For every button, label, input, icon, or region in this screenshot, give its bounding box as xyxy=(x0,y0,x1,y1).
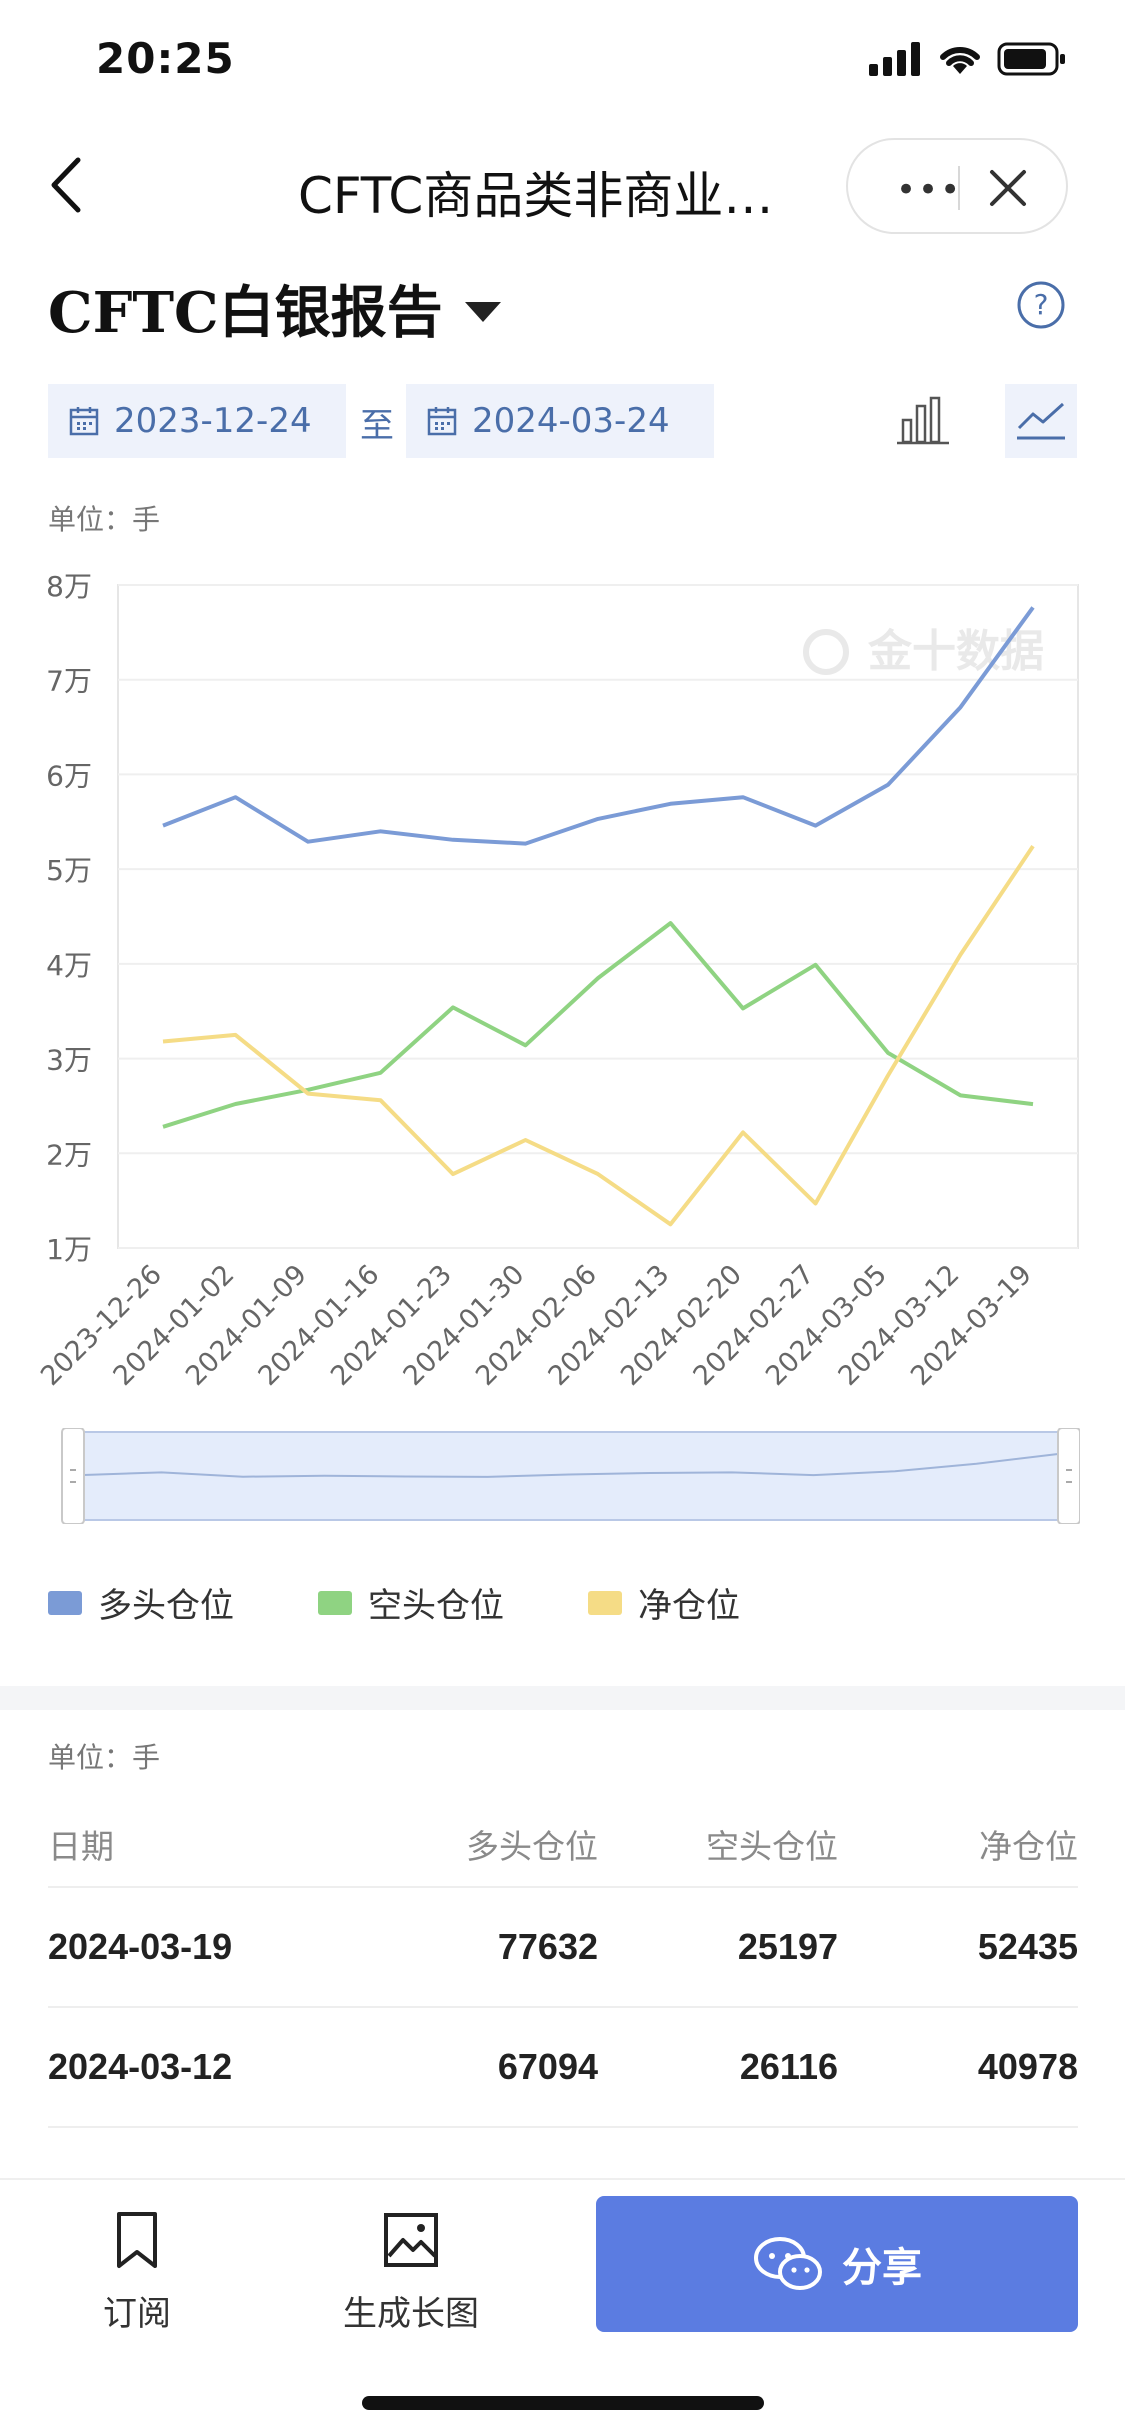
series-line-净仓位 xyxy=(162,844,1035,1227)
start-date-value: 2023-12-24 xyxy=(114,401,312,441)
position-line-chart: 1万2万3万4万5万6万7万8万金十数据2023-12-262024-01-02… xyxy=(35,570,1079,1392)
y-tick-label: 3万 xyxy=(46,1044,92,1077)
line-chart-icon xyxy=(1017,402,1065,440)
legend-swatch xyxy=(588,1590,622,1615)
bookmark-icon xyxy=(117,2212,157,2268)
cell-long: 67094 xyxy=(497,2046,598,2087)
chart-legend: 多头仓位 空头仓位 净仓位 xyxy=(48,1578,740,1627)
y-tick-label: 1万 xyxy=(46,1233,92,1266)
caret-down-icon xyxy=(464,301,501,322)
calendar-icon xyxy=(427,407,457,436)
y-tick-label: 8万 xyxy=(46,570,92,603)
generate-label: 生成长图 xyxy=(343,2294,479,2334)
start-date-picker[interactable]: 2023-12-24 xyxy=(48,384,346,458)
back-icon[interactable] xyxy=(40,150,100,220)
series-line-多头仓位 xyxy=(162,606,1035,846)
plot-area xyxy=(117,584,1079,1249)
legend-swatch xyxy=(318,1590,352,1615)
share-button[interactable]: 分享 xyxy=(596,2196,1078,2332)
share-label: 分享 xyxy=(842,2245,922,2291)
more-icon[interactable]: ••• xyxy=(896,170,963,210)
legend-label: 多头仓位 xyxy=(98,1586,234,1626)
slider-preview-line xyxy=(79,1453,1059,1478)
date-range-separator: 至 xyxy=(360,406,394,446)
header-short: 空头仓位 xyxy=(706,1827,838,1866)
y-tick-label: 6万 xyxy=(46,759,92,792)
positions-table: 日期 多头仓位 空头仓位 净仓位 2024-03-19 77632 25197 … xyxy=(48,1802,1078,2128)
cell-date: 2024-03-19 xyxy=(48,1926,233,1967)
nav-title: CFTC商品类非商业… xyxy=(298,167,774,225)
header-long: 多头仓位 xyxy=(466,1827,598,1866)
image-icon xyxy=(384,2213,438,2267)
home-indicator xyxy=(362,2396,764,2410)
svg-text:?: ? xyxy=(1034,288,1049,321)
calendar-icon xyxy=(69,407,99,436)
cell-date: 2024-03-12 xyxy=(48,2046,233,2087)
table-row: 2024-03-12 67094 26116 40978 xyxy=(48,2008,1078,2128)
legend-label: 空头仓位 xyxy=(368,1586,504,1626)
help-icon[interactable]: ? xyxy=(1016,280,1066,330)
bottom-action-bar: 订阅 生成长图 分享 xyxy=(0,2178,1125,2436)
capsule-divider xyxy=(958,166,960,210)
end-date-value: 2024-03-24 xyxy=(472,401,670,441)
legend-swatch xyxy=(48,1590,82,1615)
line-chart-toggle[interactable] xyxy=(1005,384,1077,458)
watermark-text: 金十数据 xyxy=(867,626,1044,677)
slider-handle-right[interactable] xyxy=(1057,1428,1080,1524)
table-row: 2024-03-19 77632 25197 52435 xyxy=(48,1888,1078,2008)
wechat-icon xyxy=(754,2237,822,2290)
section-divider xyxy=(0,1686,1125,1710)
legend-item[interactable]: 净仓位 xyxy=(588,1578,740,1627)
subscribe-label: 订阅 xyxy=(103,2294,171,2334)
y-tick-label: 5万 xyxy=(46,854,92,887)
cell-net: 40978 xyxy=(977,2046,1078,2087)
generate-long-image-button[interactable]: 生成长图 xyxy=(326,2210,496,2335)
nav-bar: CFTC商品类非商业… ••• xyxy=(0,120,1125,250)
legend-item[interactable]: 空头仓位 xyxy=(318,1578,504,1627)
watermark-logo-icon xyxy=(803,629,849,675)
cell-long: 77632 xyxy=(497,1926,598,1967)
battery-icon xyxy=(997,42,1065,76)
slider-handle-left[interactable] xyxy=(61,1428,85,1524)
subscribe-button[interactable]: 订阅 xyxy=(52,2210,222,2335)
table-unit-label: 单位：手 xyxy=(48,1741,161,1774)
cell-short: 26116 xyxy=(739,2046,838,2087)
y-tick-label: 2万 xyxy=(46,1138,92,1171)
table-header: 日期 多头仓位 空头仓位 净仓位 xyxy=(48,1802,1078,1888)
mini-program-capsule: ••• xyxy=(846,138,1068,234)
report-selector[interactable]: CFTC白银报告 xyxy=(48,268,501,349)
y-tick-label: 7万 xyxy=(46,665,92,698)
cell-short: 25197 xyxy=(737,1926,838,1967)
wifi-icon xyxy=(940,46,980,74)
legend-item[interactable]: 多头仓位 xyxy=(48,1578,234,1627)
chart-unit-label: 单位：手 xyxy=(48,503,161,536)
status-icons xyxy=(869,42,1067,76)
y-tick-label: 4万 xyxy=(46,949,92,982)
bar-chart-icon[interactable] xyxy=(895,392,951,448)
data-zoom-slider[interactable] xyxy=(58,1428,1080,1524)
header-date: 日期 xyxy=(48,1827,114,1866)
close-icon[interactable] xyxy=(978,162,1038,214)
status-bar: 20:25 xyxy=(0,0,1125,120)
page-title: CFTC白银报告 xyxy=(48,280,443,346)
status-time: 20:25 xyxy=(96,34,235,83)
end-date-picker[interactable]: 2024-03-24 xyxy=(406,384,714,458)
cell-net: 52435 xyxy=(977,1926,1078,1967)
series-line-空头仓位 xyxy=(162,921,1034,1129)
header-net: 净仓位 xyxy=(979,1827,1078,1866)
legend-label: 净仓位 xyxy=(638,1586,740,1626)
signal-icon xyxy=(869,42,920,76)
